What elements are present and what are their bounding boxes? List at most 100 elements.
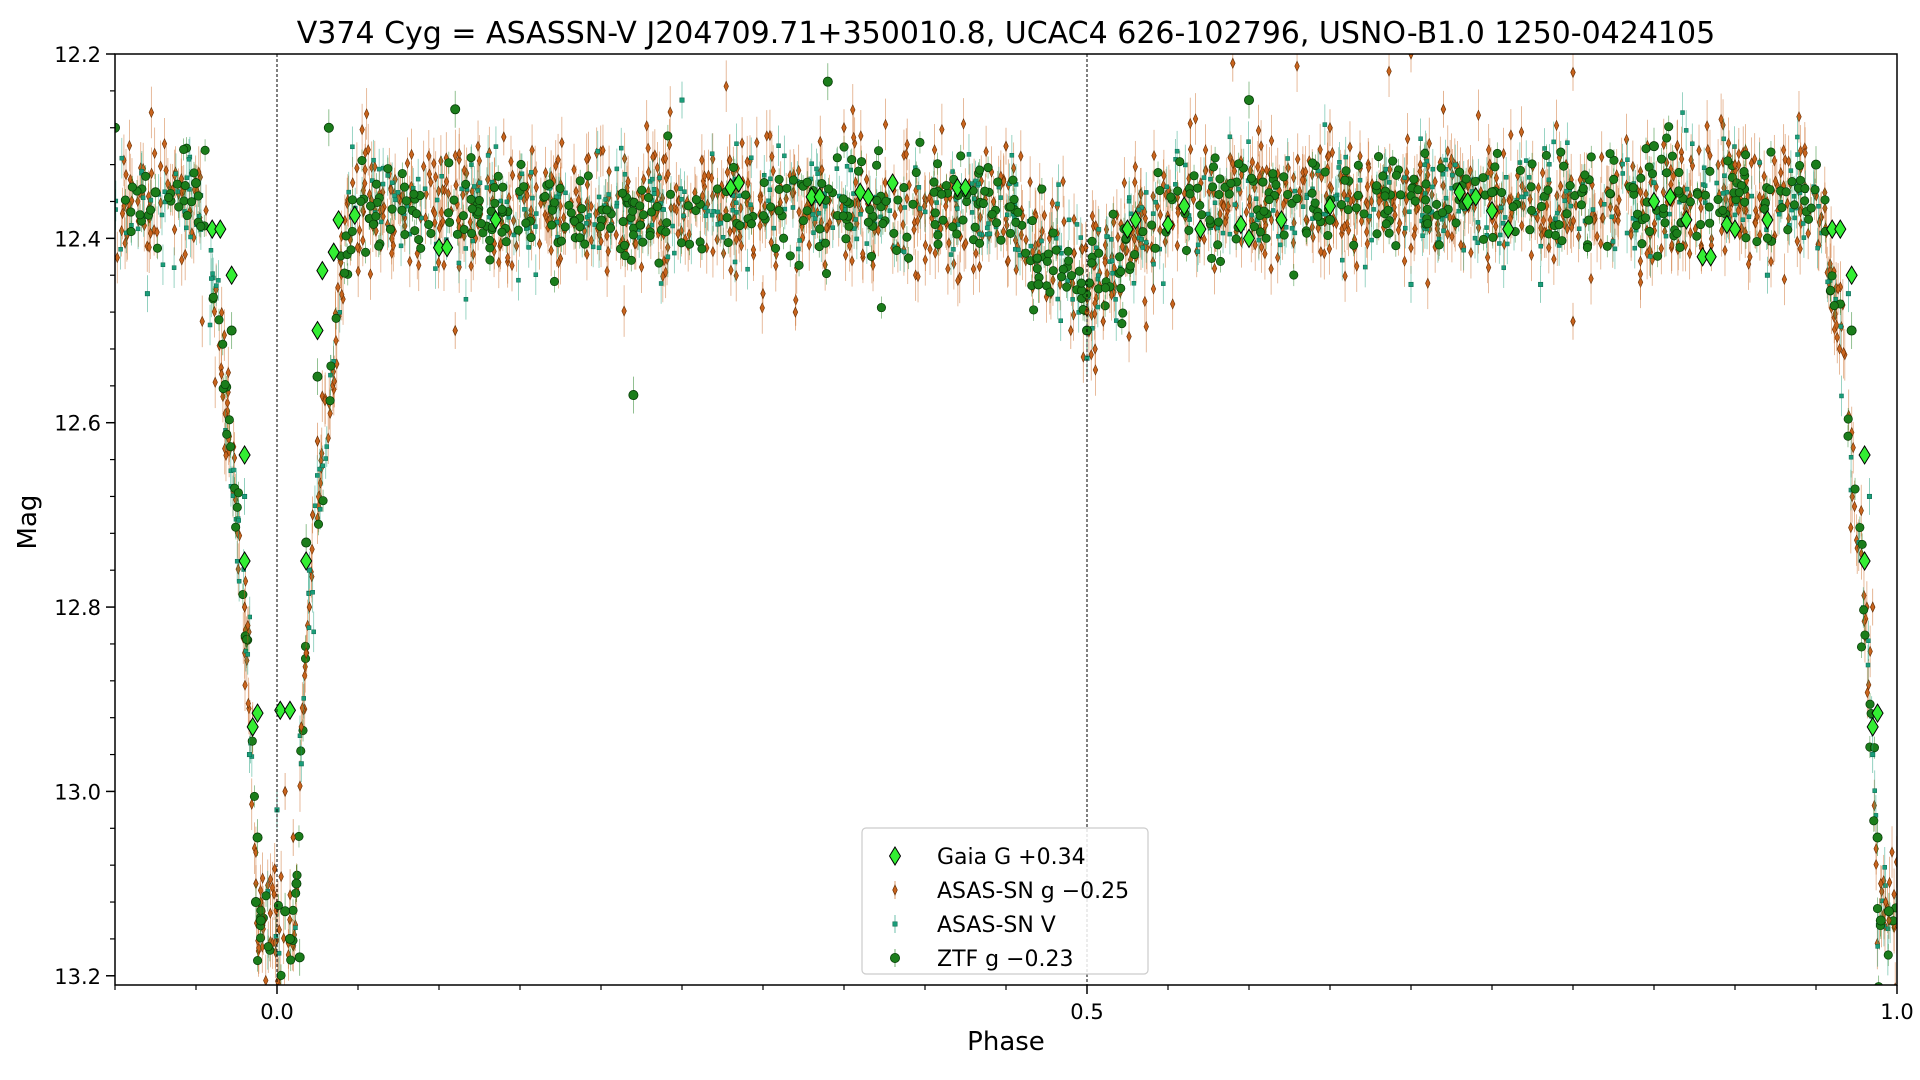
data-point-ztf-circle (1244, 95, 1255, 106)
data-point-gaia-diamond (238, 445, 251, 465)
data-point-asassn-square (306, 567, 312, 573)
y-axis-label: Mag (13, 495, 43, 550)
data-point-gaia-diamond (1664, 186, 1677, 207)
data-point-gaia-diamond (238, 551, 251, 571)
data-point-ztf-circle (252, 832, 263, 843)
data-point-asassn-thin-diamond (1003, 140, 1009, 153)
data-point-gaia-diamond (1178, 196, 1191, 217)
data-point-gaia-diamond (732, 173, 745, 194)
y-axis: 12.2 12.4 12.6 12.8 13.0 13.2 (54, 43, 115, 989)
data-point-gaia-diamond (813, 186, 826, 207)
data-point-asassn-thin-diamond (1068, 324, 1074, 337)
data-point-ztf-circle (312, 371, 323, 382)
data-point-gaia-diamond (1242, 228, 1256, 249)
legend-marker (888, 846, 902, 866)
data-point-asassn-thin-diamond (1092, 343, 1098, 355)
data-point-ztf-circle (1875, 915, 1886, 926)
legend-label: ASAS-SN V (937, 913, 1056, 938)
data-point-asassn-square (246, 752, 252, 758)
x-tick-label: 0.0 (260, 1000, 293, 1024)
data-point-asassn-thin-diamond (245, 619, 251, 632)
data-point-gaia-diamond (311, 320, 324, 341)
data-point-ztf-circle (291, 878, 302, 889)
data-point-gaia-diamond (1453, 182, 1466, 203)
data-point-ztf-circle (1649, 141, 1660, 152)
data-point-asassn-thin-diamond (1732, 158, 1738, 171)
data-point-asassn-thin-diamond (290, 831, 296, 844)
data-point-gaia-diamond (1871, 703, 1884, 724)
data-point-asassn-thin-diamond (1408, 54, 1414, 60)
data-point-gaia-diamond (959, 177, 972, 198)
data-point-ztf-circle (190, 178, 201, 189)
y-tick-label: 12.8 (54, 596, 101, 620)
data-point-asassn-thin-diamond (841, 121, 847, 134)
data-point-asassn-thin-diamond (298, 721, 304, 733)
data-point-asassn-square (1870, 752, 1876, 758)
data-point-asassn-thin-diamond (241, 601, 248, 613)
y-tick-label: 12.4 (54, 227, 101, 251)
data-point-asassn-thin-diamond (1570, 315, 1576, 328)
legend-label: ASAS-SN g −0.25 (937, 879, 1129, 904)
y-tick-label: 13.2 (54, 965, 101, 989)
data-point-gaia-diamond (1680, 209, 1693, 230)
data-point-ztf-circle (255, 915, 266, 926)
data-point-gaia-diamond (1234, 214, 1247, 235)
data-point-ztf-circle (1487, 187, 1498, 198)
x-axis-label: Phase (967, 1027, 1045, 1057)
data-point-gaia-diamond (348, 205, 361, 226)
data-point-gaia-diamond (441, 237, 454, 258)
data-point-gaia-diamond (225, 265, 238, 286)
data-point-gaia-diamond (332, 209, 345, 230)
data-point-asassn-square (679, 97, 685, 103)
data-point-gaia-diamond (1858, 551, 1871, 571)
data-point-gaia-diamond (283, 700, 297, 721)
data-point-asassn-square (144, 291, 150, 297)
data-point-gaia-diamond (1866, 716, 1879, 737)
data-point-gaia-diamond (805, 186, 818, 207)
data-point-asassn-square (1764, 272, 1770, 278)
data-point-gaia-diamond (1845, 265, 1858, 286)
data-point-asassn-thin-diamond (1327, 121, 1333, 134)
data-point-ztf-circle (450, 104, 461, 115)
data-point-asassn-square (242, 493, 248, 499)
data-point-asassn-thin-diamond (1570, 66, 1576, 79)
data-point-gaia-diamond (1194, 219, 1207, 240)
data-point-gaia-diamond (1647, 191, 1661, 212)
data-point-asassn-thin-diamond (309, 509, 316, 521)
y-tick-label: 13.0 (54, 780, 101, 804)
legend-marker (892, 884, 898, 896)
data-point-ztf-circle (323, 122, 334, 133)
x-axis: 0.0 0.5 1.0 (114, 985, 1914, 1024)
data-point-gaia-diamond (1161, 214, 1175, 235)
x-tick-label: 0.5 (1070, 1000, 1103, 1024)
data-point-gaia-diamond (1858, 445, 1871, 465)
data-point-gaia-diamond (862, 186, 875, 207)
data-point-ztf-circle (250, 897, 261, 908)
data-point-asassn-thin-diamond (452, 324, 458, 337)
data-point-ztf-circle (1846, 325, 1857, 336)
data-point-gaia-diamond (1834, 219, 1847, 240)
data-point-ztf-circle (628, 390, 639, 401)
data-point-gaia-diamond (886, 173, 899, 194)
data-point-asassn-thin-diamond (303, 647, 309, 659)
data-point-gaia-diamond (1502, 219, 1515, 240)
data-point-ztf-circle (226, 325, 237, 336)
legend: Gaia G +0.34 ASAS-SN g −0.25 ASAS-SN V ZTF … (861, 827, 1149, 975)
data-point-ztf-circle (150, 187, 161, 198)
data-point-gaia-diamond (1129, 209, 1142, 230)
data-point-gaia-diamond (1720, 214, 1733, 235)
data-point-ztf-circle (301, 537, 312, 548)
data-point-asassn-thin-diamond (760, 287, 766, 300)
y-tick-label: 12.6 (54, 412, 101, 436)
chart-title: V374 Cyg = ASASSN-V J204709.71+350010.8,… (297, 16, 1715, 51)
data-point-asassn-thin-diamond (1440, 103, 1447, 116)
data-point-ztf-circle (280, 906, 291, 917)
series-points (115, 54, 1894, 976)
data-point-gaia-diamond (951, 177, 964, 198)
data-point-gaia-diamond (206, 219, 219, 240)
legend-label: ZTF g −0.23 (937, 947, 1074, 972)
data-point-ztf-circle (1811, 159, 1822, 170)
legend-marker (892, 921, 898, 927)
data-point-gaia-diamond (1469, 186, 1482, 207)
